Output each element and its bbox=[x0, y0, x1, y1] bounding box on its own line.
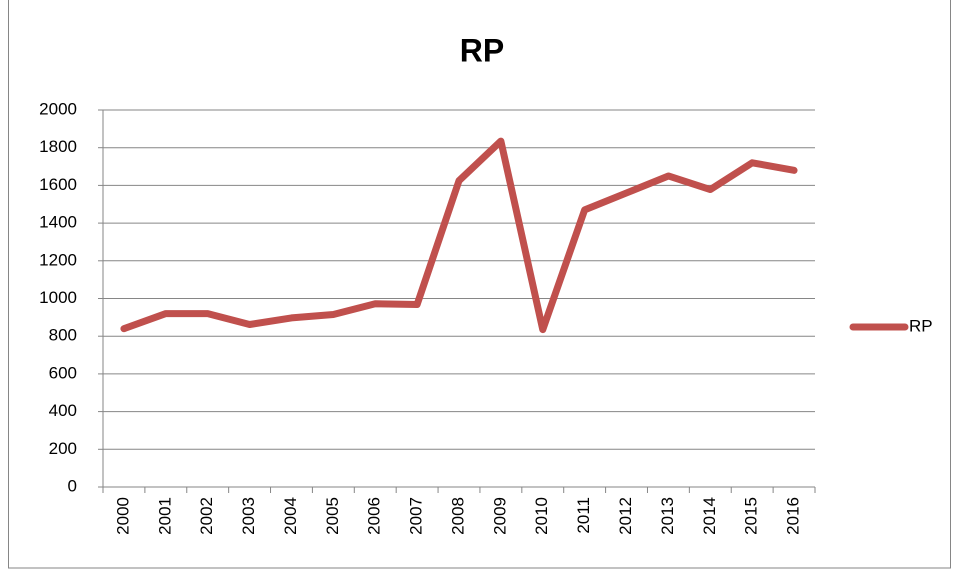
y-tick-label: 800 bbox=[49, 326, 77, 345]
x-tick-label: 2000 bbox=[113, 497, 132, 535]
x-tick-label: 2004 bbox=[281, 497, 300, 535]
x-tick-label: 2007 bbox=[407, 497, 426, 535]
y-tick-label: 200 bbox=[49, 439, 77, 458]
y-tick-label: 600 bbox=[49, 363, 77, 382]
y-tick-label: 1800 bbox=[39, 137, 77, 156]
line-series bbox=[120, 137, 798, 334]
x-tick-label: 2013 bbox=[658, 497, 677, 535]
x-tick-label: 2008 bbox=[448, 497, 467, 535]
x-tick-label: 2005 bbox=[323, 497, 342, 535]
x-tick-label: 2011 bbox=[574, 497, 593, 534]
x-tick-label: 2009 bbox=[490, 497, 509, 535]
x-tick-label: 2015 bbox=[742, 497, 761, 535]
y-tick-label: 1200 bbox=[39, 250, 77, 269]
x-tick-label: 2016 bbox=[784, 497, 803, 535]
y-tick-label: 0 bbox=[68, 476, 77, 495]
x-tick-label: 2010 bbox=[532, 497, 551, 535]
y-tick-label: 400 bbox=[49, 401, 77, 420]
x-tick-label: 2006 bbox=[365, 497, 384, 535]
y-tick-label: 1600 bbox=[39, 175, 77, 194]
x-tick-label: 2003 bbox=[239, 497, 258, 535]
y-tick-label: 2000 bbox=[39, 99, 77, 118]
x-tick-label: 2012 bbox=[616, 497, 635, 535]
chart-frame bbox=[8, 0, 951, 569]
chart-title: RP bbox=[460, 32, 504, 68]
y-tick-label: 1400 bbox=[39, 213, 77, 232]
legend-label: RP bbox=[909, 316, 933, 335]
x-tick-label: 2014 bbox=[700, 497, 719, 535]
x-tick-label: 2001 bbox=[155, 497, 174, 535]
x-tick-label: 2002 bbox=[197, 497, 216, 535]
y-tick-label: 1000 bbox=[39, 288, 77, 307]
